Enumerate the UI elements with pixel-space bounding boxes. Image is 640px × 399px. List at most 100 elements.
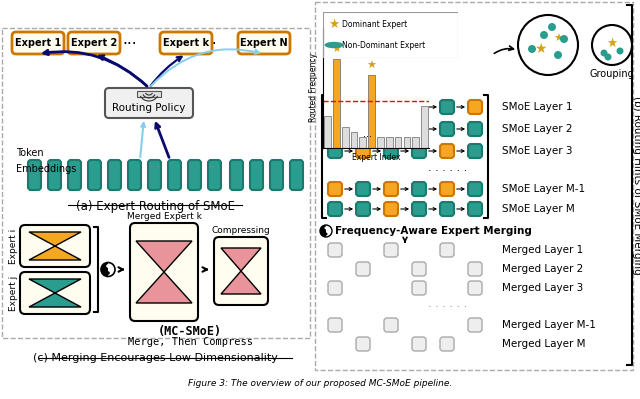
- FancyBboxPatch shape: [270, 160, 283, 190]
- FancyBboxPatch shape: [328, 281, 342, 295]
- FancyBboxPatch shape: [356, 100, 370, 114]
- Bar: [421, 106, 428, 148]
- FancyBboxPatch shape: [108, 160, 121, 190]
- Text: Routing Policy: Routing Policy: [112, 103, 186, 113]
- FancyBboxPatch shape: [105, 88, 193, 118]
- Text: ···: ···: [203, 36, 218, 51]
- Text: SMoE Layer 2: SMoE Layer 2: [502, 124, 573, 134]
- Text: Non-Dominant Expert: Non-Dominant Expert: [342, 41, 425, 49]
- FancyBboxPatch shape: [384, 100, 398, 114]
- FancyBboxPatch shape: [214, 237, 268, 305]
- Bar: [333, 59, 340, 148]
- FancyBboxPatch shape: [440, 100, 454, 114]
- FancyBboxPatch shape: [160, 32, 212, 54]
- FancyBboxPatch shape: [328, 318, 342, 332]
- Bar: [386, 137, 392, 148]
- Text: · · · · · ·: · · · · · ·: [428, 166, 468, 176]
- FancyBboxPatch shape: [48, 160, 61, 190]
- FancyBboxPatch shape: [468, 202, 482, 216]
- Bar: [368, 75, 375, 148]
- Text: ···: ···: [209, 162, 221, 174]
- FancyBboxPatch shape: [440, 144, 454, 158]
- FancyBboxPatch shape: [412, 100, 426, 114]
- FancyBboxPatch shape: [328, 182, 342, 196]
- FancyBboxPatch shape: [384, 202, 398, 216]
- FancyBboxPatch shape: [328, 144, 342, 158]
- Bar: [342, 127, 349, 148]
- Wedge shape: [320, 225, 326, 237]
- Text: Expert 2: Expert 2: [71, 38, 117, 48]
- Bar: [412, 137, 419, 148]
- FancyBboxPatch shape: [384, 318, 398, 332]
- Circle shape: [548, 23, 556, 31]
- FancyBboxPatch shape: [328, 122, 342, 136]
- FancyBboxPatch shape: [468, 281, 482, 295]
- FancyBboxPatch shape: [440, 122, 454, 136]
- Text: Frequency-Aware Expert Merging: Frequency-Aware Expert Merging: [335, 226, 532, 236]
- Wedge shape: [101, 263, 108, 277]
- FancyBboxPatch shape: [468, 122, 482, 136]
- FancyBboxPatch shape: [440, 243, 454, 257]
- FancyBboxPatch shape: [12, 32, 64, 54]
- Text: SMoE Layer 1: SMoE Layer 1: [502, 102, 573, 112]
- FancyBboxPatch shape: [356, 262, 370, 276]
- FancyBboxPatch shape: [412, 337, 426, 351]
- FancyBboxPatch shape: [130, 223, 198, 321]
- FancyBboxPatch shape: [468, 318, 482, 332]
- Text: ★: ★: [534, 42, 547, 56]
- FancyBboxPatch shape: [468, 262, 482, 276]
- FancyBboxPatch shape: [384, 243, 398, 257]
- FancyBboxPatch shape: [68, 32, 120, 54]
- Bar: [351, 132, 357, 148]
- FancyBboxPatch shape: [188, 160, 201, 190]
- Text: ★: ★: [553, 34, 563, 44]
- Circle shape: [106, 264, 110, 268]
- FancyBboxPatch shape: [412, 182, 426, 196]
- Circle shape: [324, 42, 344, 48]
- Bar: [377, 137, 384, 148]
- Text: ...: ...: [363, 129, 372, 139]
- FancyBboxPatch shape: [440, 182, 454, 196]
- FancyBboxPatch shape: [328, 100, 342, 114]
- Text: ★: ★: [367, 61, 376, 71]
- Circle shape: [106, 271, 110, 275]
- FancyBboxPatch shape: [412, 144, 426, 158]
- Circle shape: [616, 47, 623, 55]
- Circle shape: [528, 45, 536, 53]
- FancyBboxPatch shape: [356, 337, 370, 351]
- FancyBboxPatch shape: [148, 160, 161, 190]
- Bar: [315, 2, 633, 370]
- Polygon shape: [29, 232, 81, 260]
- FancyBboxPatch shape: [356, 122, 370, 136]
- Bar: [137, 91, 161, 97]
- FancyBboxPatch shape: [88, 160, 101, 190]
- Bar: [324, 117, 331, 148]
- FancyBboxPatch shape: [412, 262, 426, 276]
- FancyBboxPatch shape: [468, 182, 482, 196]
- FancyBboxPatch shape: [440, 202, 454, 216]
- FancyBboxPatch shape: [412, 202, 426, 216]
- Bar: [360, 137, 366, 148]
- FancyBboxPatch shape: [230, 160, 243, 190]
- FancyBboxPatch shape: [250, 160, 263, 190]
- X-axis label: Expert Index: Expert Index: [352, 153, 400, 162]
- Text: Expert k: Expert k: [163, 38, 209, 48]
- Text: Merge, Then Compress: Merge, Then Compress: [127, 337, 253, 347]
- Text: ···: ···: [149, 162, 161, 174]
- Polygon shape: [221, 248, 261, 294]
- Circle shape: [554, 51, 562, 59]
- Circle shape: [605, 53, 611, 61]
- FancyBboxPatch shape: [412, 122, 426, 136]
- Text: (a) Expert Routing of SMoE: (a) Expert Routing of SMoE: [76, 200, 234, 213]
- FancyBboxPatch shape: [356, 202, 370, 216]
- FancyBboxPatch shape: [356, 182, 370, 196]
- Circle shape: [600, 49, 607, 57]
- FancyBboxPatch shape: [440, 337, 454, 351]
- FancyBboxPatch shape: [356, 144, 370, 158]
- Text: Merged Expert k: Merged Expert k: [127, 212, 202, 221]
- Polygon shape: [136, 241, 192, 303]
- FancyBboxPatch shape: [290, 160, 303, 190]
- Text: ★: ★: [332, 45, 341, 55]
- Text: ★: ★: [328, 18, 340, 31]
- Circle shape: [518, 15, 578, 75]
